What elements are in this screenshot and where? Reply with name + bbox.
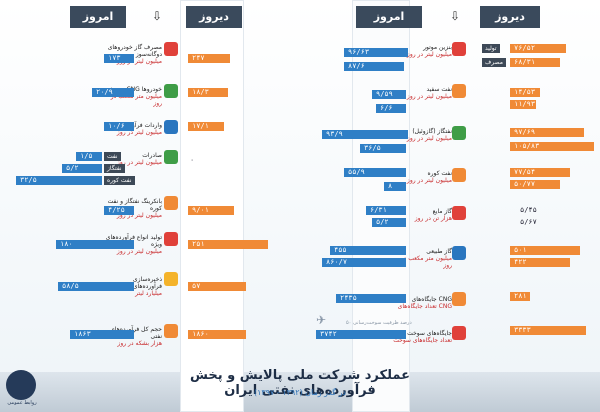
label-fuel-stations: جایگاه‌های سوخت تعداد جایگاه‌های سوخت	[393, 330, 452, 344]
tag-export-fueloil: نفت کوره	[104, 176, 135, 185]
label-lpg: گاز مایع هزار تن در روز	[414, 208, 452, 222]
label-dualfuel: مصرف گاز خودروهای دوگانه‌سوز میلیون لیتر …	[107, 44, 162, 65]
bar-cng-today: ۲۴۳۵	[336, 294, 406, 303]
arrow-down-icon: ⇩	[450, 9, 461, 23]
bar-total-today: ۱۸۶۳	[70, 330, 134, 339]
fuel-station-icon	[452, 326, 466, 340]
arrow-down-icon: ⇩	[152, 9, 163, 23]
header-today-left: امروز	[70, 6, 126, 28]
city-skyline	[0, 372, 600, 412]
page-title: عملکرد شرکت ملی پالایش و پخش فرآورده‌های…	[190, 368, 410, 398]
page-subtitle: در گذر زمان (۱۳۹۲ - ۱۳۹۷)	[254, 388, 346, 397]
bar-export-fueloil: ۳۲/۵	[16, 176, 102, 185]
bar-gasoil-cons-yesterday: ۱۰۵/۸۳	[510, 142, 594, 151]
bar-gasoline-prod-today: ۹۶/۶۳	[344, 48, 408, 57]
bar-cng-yesterday: ۲۸۱	[510, 292, 530, 301]
bar-special-today: ۱۸۰	[56, 240, 134, 249]
tag-production: تولید	[482, 44, 500, 53]
tag-consumption: مصرف	[482, 58, 506, 67]
bar-dualfuel-yesterday: ۲۴۷	[188, 54, 230, 63]
bar-storage-today: ۵۸/۵	[58, 282, 134, 291]
bar-special-yesterday: ۲۵۱	[188, 240, 268, 249]
plane-note: ۵۰ درصد ظرفیت سوخت‌رسانی	[346, 320, 412, 326]
header-yesterday-right: دیروز	[480, 6, 540, 28]
label-kerosene: نفت سفید میلیون لیتر در روز	[406, 86, 452, 100]
gas-icon	[452, 246, 466, 260]
label-special-products: تولید انواع فرآورده‌های ویژه میلیون لیتر …	[105, 234, 162, 255]
bar-kerosene-prod-today: ۹/۵۹	[372, 90, 406, 99]
car-icon	[164, 84, 178, 98]
label-storage: ذخیره‌سازی فرآورده‌های نفتی میلیارد لیتر	[119, 276, 162, 297]
bar-fueloil-cons-yesterday: ۵۰/۷۷	[510, 180, 560, 189]
company-logo	[6, 370, 36, 400]
bar-imports-today: ۱۰/۶	[104, 122, 134, 131]
bar-dualfuel-today: ۱۷۳	[104, 54, 134, 63]
bar-gas-cons-today: ۸۶۰/۷	[322, 258, 406, 267]
bar-kerosene-cons-yesterday: ۱۱/۹۳	[510, 100, 536, 109]
label-gasoil: نفتگاز (گازوئیل) میلیون لیتر در روز	[406, 128, 452, 142]
label-fuel-oil: نفت کوره میلیون لیتر در روز	[406, 170, 452, 184]
label-gasoline: بنزین موتور میلیون لیتر در روز	[406, 44, 452, 58]
bar-export-gasoil: ۵/۲	[62, 164, 102, 173]
lpg-cylinder-icon	[452, 206, 466, 220]
bar-gasoil-prod-yesterday: ۹۷/۶۹	[510, 128, 584, 137]
val-lpg-cons-yesterday: ۵/۶۷	[520, 218, 537, 226]
kerosene-icon	[452, 84, 466, 98]
bar-total-yesterday: ۱۸۶۰	[188, 330, 246, 339]
bar-fueloil-prod-today: ۵۵/۹	[344, 168, 406, 177]
tag-export-kerosene: نفت	[104, 152, 121, 161]
logo-caption: روابط عمومی	[7, 400, 37, 406]
bar-gasoil-cons-today: ۳۶/۵	[360, 144, 406, 153]
bar-gas-cons-yesterday: ۴۲۲	[510, 258, 570, 267]
bar-bunkering-yesterday: ۹/۰۱	[188, 206, 234, 215]
bar-fueloil-prod-yesterday: ۷۷/۵۴	[510, 168, 570, 177]
flame-icon	[164, 42, 178, 56]
bar-lpg-cons-today: ۵/۲	[372, 218, 406, 227]
bar-gas-prod-today: ۴۵۵	[330, 246, 406, 255]
fuel-oil-icon	[452, 168, 466, 182]
header-yesterday-left: دیروز	[186, 6, 242, 28]
label-cng-stations: جایگاه‌های CNG تعداد جایگاه‌های CNG	[397, 296, 452, 310]
bar-kerosene-cons-today: ۶/۶	[376, 104, 406, 113]
bar-gasoline-cons-today: ۸۷/۶	[344, 62, 404, 71]
label-exports: صادرات میلیون لیتر در روز	[116, 152, 162, 166]
label-bunkering: بانکرینگ نفتگاز و نفت کوره میلیون لیتر در…	[107, 198, 162, 219]
cng-station-icon	[452, 292, 466, 306]
bar-stations-yesterday: ۳۳۳۳	[510, 326, 586, 335]
import-icon	[164, 120, 178, 134]
bar-imports-yesterday: ۱۷/۱	[188, 122, 224, 131]
bar-kerosene-prod-yesterday: ۱۴/۵۳	[510, 88, 540, 97]
bar-gasoil-prod-today: ۹۳/۹	[322, 130, 408, 139]
bar-fueloil-cons-today: ۸	[384, 182, 406, 191]
label-imports: واردات فرآورده میلیون لیتر در روز	[116, 122, 162, 136]
total-products-icon	[164, 324, 178, 338]
bar-gasoline-cons-yesterday: ۶۸/۳۱	[510, 58, 560, 67]
bar-storage-yesterday: ۵۷	[188, 282, 246, 291]
airplane-icon: ✈	[316, 313, 327, 327]
label-natural-gas: گاز طبیعی میلیون متر مکعب در روز	[400, 248, 452, 269]
export-icon	[164, 150, 178, 164]
bar-gasoline-prod-yesterday: ۷۶/۵۲	[510, 44, 566, 53]
bar-bunkering-today: ۴/۲۵	[104, 206, 134, 215]
label-total-products: حجم کل فرآورده‌های نفتی هزار بشکه در روز	[110, 326, 162, 347]
bar-cngcars-today: ۲۰/۹	[92, 88, 134, 97]
bar-export-kerosene: ۱/۵	[76, 152, 102, 161]
bar-gas-prod-yesterday: ۵۰۱	[510, 246, 580, 255]
truck-icon	[452, 126, 466, 140]
val-exports-yesterday: ۰	[190, 156, 195, 164]
bar-lpg-prod-today: ۶/۳۱	[366, 206, 406, 215]
bar-cngcars-yesterday: ۱۸/۳	[188, 88, 228, 97]
bar-stations-today: ۳۷۴۲	[316, 330, 406, 339]
barrel-icon	[164, 232, 178, 246]
header-today-right: امروز	[356, 6, 422, 28]
tag-export-gasoil: نفتگاز	[104, 164, 125, 173]
val-lpg-prod-yesterday: ۵/۴۵	[520, 206, 537, 214]
storage-tank-icon	[164, 272, 178, 286]
fuel-pump-icon	[452, 42, 466, 56]
ship-icon	[164, 196, 178, 210]
